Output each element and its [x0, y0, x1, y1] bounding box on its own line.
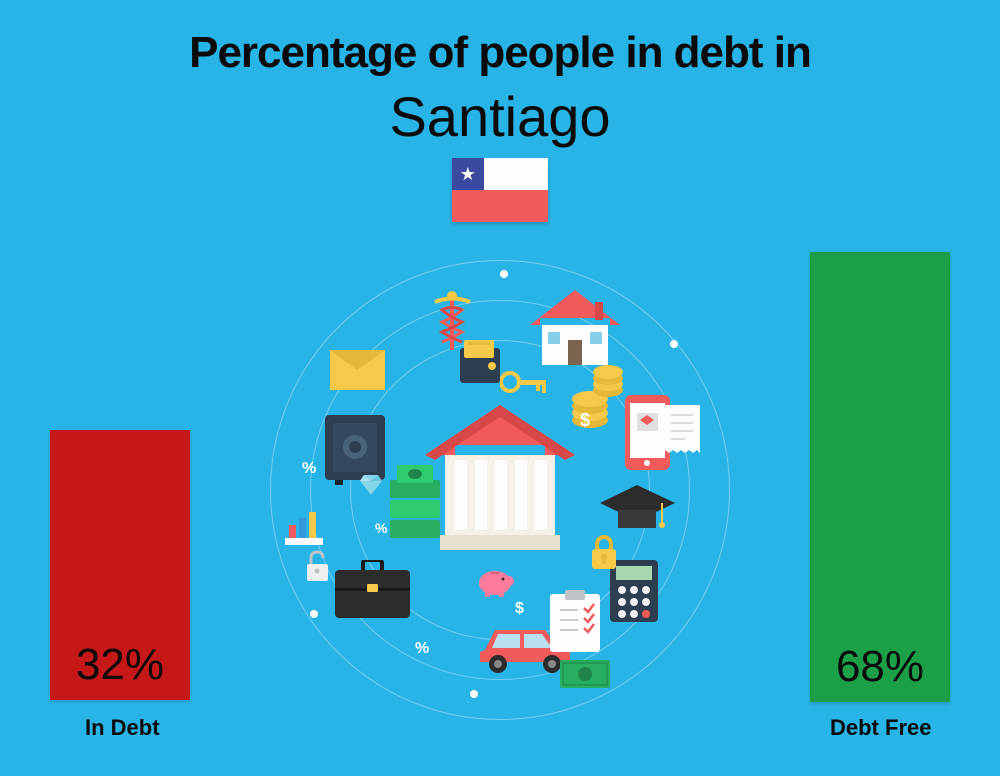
bar-debt-free: 68%: [810, 252, 950, 702]
clipboard-icon: [550, 590, 600, 657]
wallet-icon: [460, 340, 500, 390]
chart-icon: [285, 510, 323, 550]
graduation-cap-icon: [600, 485, 675, 540]
bar-in-debt-value: 32%: [76, 640, 164, 700]
orbit-dot: [670, 340, 678, 348]
open-lock-icon: [305, 550, 330, 587]
briefcase-icon: [335, 560, 410, 625]
orbit-dot: [470, 690, 478, 698]
coins-icon: [570, 365, 625, 435]
orbit-dot: [500, 270, 508, 278]
finance-illustration: % % % $ $: [270, 260, 730, 720]
flag-red-stripe: [452, 190, 548, 222]
dollar-sign-icon: $: [515, 600, 524, 618]
chile-flag-icon: ★: [452, 158, 548, 222]
bar-in-debt-label: In Debt: [85, 715, 160, 741]
bank-icon: [425, 405, 575, 555]
bill-icon: [560, 660, 610, 693]
cash-stack-icon: [385, 465, 445, 545]
percent-sign-icon: %: [375, 520, 387, 536]
envelope-icon: [330, 350, 385, 395]
lock-icon: [590, 535, 618, 575]
diamond-icon: [360, 475, 382, 500]
percent-sign-icon: %: [415, 640, 429, 658]
percent-sign-icon: %: [302, 460, 316, 478]
title-line-2: Santiago: [0, 84, 1000, 149]
orbit-dot: [310, 610, 318, 618]
dollar-sign-icon: $: [580, 410, 590, 431]
house-icon: [530, 290, 620, 375]
bar-in-debt: 32%: [50, 430, 190, 700]
key-icon: [500, 370, 550, 400]
flag-white-stripe: [484, 158, 548, 190]
title-line-1: Percentage of people in debt in: [0, 28, 1000, 78]
bar-debt-free-value: 68%: [836, 642, 924, 702]
phone-icon: [625, 395, 670, 475]
receipt-icon: [665, 405, 700, 458]
flag-canton: ★: [452, 158, 484, 190]
piggy-bank-icon: [475, 565, 515, 602]
bar-debt-free-label: Debt Free: [830, 715, 931, 741]
